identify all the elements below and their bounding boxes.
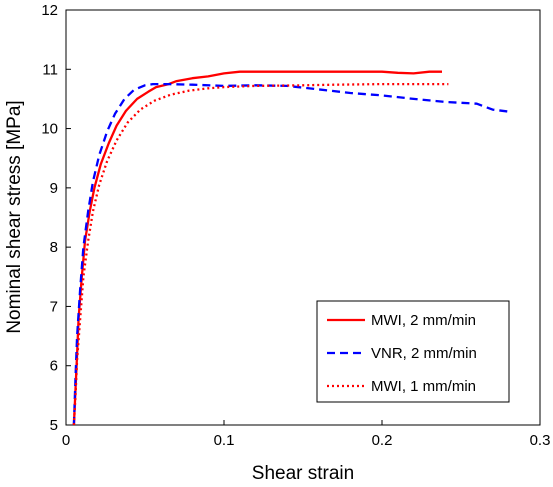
y-tick-label: 8 bbox=[50, 239, 58, 256]
y-tick-label: 5 bbox=[50, 417, 58, 434]
series-line bbox=[72, 82, 512, 426]
y-tick-label: 12 bbox=[41, 2, 58, 19]
x-axis-ticks: 0 0.1 0.2 0.3 bbox=[62, 420, 551, 449]
y-tick-label: 7 bbox=[50, 298, 58, 315]
x-tick-label: 0.2 bbox=[372, 432, 393, 449]
y-tick-label: 6 bbox=[50, 358, 58, 375]
legend: MWI, 2 mm/min VNR, 2 mm/min MWI, 1 mm/min bbox=[316, 300, 510, 403]
legend-label: VNR, 2 mm/min bbox=[371, 345, 477, 362]
x-tick-label: 0 bbox=[62, 432, 70, 449]
y-axis-ticks: 5 6 7 8 9 10 11 12 bbox=[41, 2, 71, 434]
y-tick-label: 11 bbox=[42, 61, 58, 78]
x-tick-label: 0.1 bbox=[214, 432, 235, 449]
x-axis-title: Shear strain bbox=[252, 463, 354, 484]
plot-frame bbox=[65, 9, 541, 426]
y-tick-label: 9 bbox=[50, 180, 58, 197]
x-tick-label: 0.3 bbox=[530, 432, 551, 449]
series-line bbox=[72, 82, 449, 426]
series-layer bbox=[72, 70, 512, 426]
legend-label: MWI, 2 mm/min bbox=[371, 312, 476, 329]
y-tick-label: 10 bbox=[41, 121, 58, 138]
legend-label: MWI, 1 mm/min bbox=[371, 378, 476, 395]
y-axis-title: Nominal shear stress [MPa] bbox=[4, 100, 25, 333]
